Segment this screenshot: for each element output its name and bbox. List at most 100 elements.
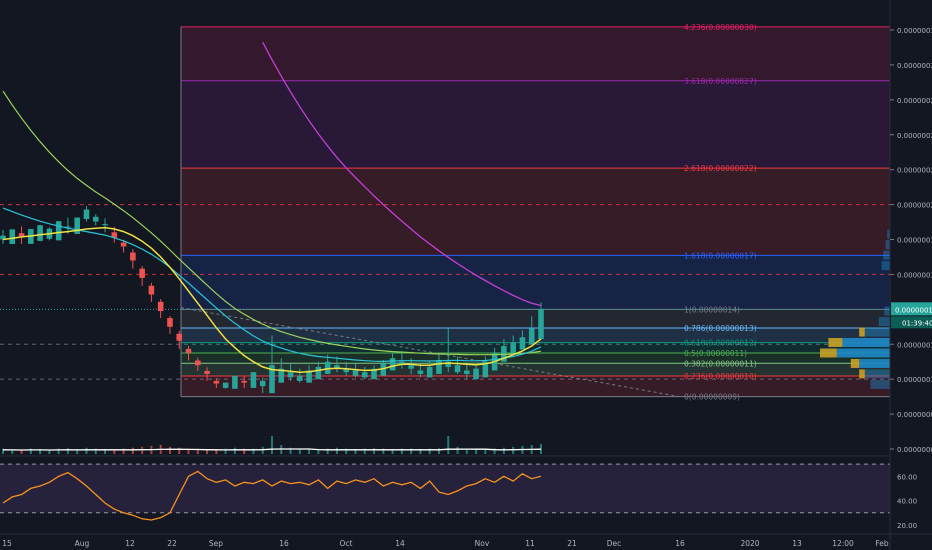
time-tick-label: 14 — [395, 539, 405, 548]
candle-body — [454, 365, 461, 373]
volume-bar — [261, 446, 264, 454]
price-tick-label: 0.00000008 — [897, 411, 932, 419]
volume-bar — [66, 448, 69, 454]
volume-bar — [224, 448, 227, 454]
price-tick-label: 0.00000018 — [897, 237, 932, 245]
time-tick-label: Feb — [875, 539, 889, 548]
ema-slow-line — [2, 90, 542, 356]
candle-body — [482, 361, 489, 378]
fib-label-0: 0(0.00000009) — [684, 393, 740, 402]
profile-row-down — [883, 250, 890, 260]
volume-bar — [428, 448, 431, 454]
candle-body — [269, 365, 275, 394]
volume-bar — [243, 448, 246, 454]
volume-bar — [168, 446, 171, 454]
candle-body — [426, 366, 433, 378]
profile-row-up — [859, 327, 865, 337]
volume-bar — [512, 446, 515, 454]
volume-histogram — [2, 436, 542, 454]
profile-row-up — [820, 348, 837, 358]
fib-zone-0.618 — [181, 342, 890, 353]
time-tick-label: 12 — [125, 539, 135, 548]
volume-bar — [363, 448, 366, 454]
profile-row-down — [836, 348, 890, 358]
candle-body — [9, 229, 16, 245]
candle-body — [176, 333, 183, 341]
candle-body — [250, 372, 257, 388]
fib-label-0.236: 0.236(0.00000010) — [684, 372, 757, 381]
rsi-pane[interactable] — [0, 455, 932, 521]
candle-body — [18, 233, 25, 237]
volume-bar — [11, 449, 14, 454]
volume-bar — [437, 448, 440, 454]
volume-bar — [345, 448, 348, 454]
moving-averages — [2, 41, 542, 373]
current-price-badge[interactable] — [891, 302, 932, 316]
volume-bar — [233, 447, 236, 454]
profile-row-down — [864, 327, 890, 337]
volume-bar — [289, 447, 292, 454]
volume-bar — [317, 448, 320, 454]
price-tick-label: 0.00000024 — [897, 132, 932, 140]
profile-row-down — [842, 338, 890, 348]
fib-label-0.618: 0.618(0.00000012) — [684, 339, 757, 348]
time-tick-label: 2020 — [740, 539, 759, 548]
candle-body — [278, 368, 285, 383]
fib-label-3.618: 3.618(0.00000027) — [684, 77, 757, 86]
fib-zone-1 — [181, 309, 890, 329]
volume-bar — [104, 448, 107, 454]
horizontal-lines — [0, 204, 890, 380]
candle-body — [436, 359, 442, 374]
fib-label-1.618: 1.618(0.00000017) — [684, 251, 757, 260]
volume-bar — [335, 447, 338, 454]
candle-body — [399, 361, 405, 366]
candle-body — [213, 380, 220, 384]
volume-bar — [382, 448, 385, 454]
volume-bar — [2, 448, 4, 454]
rsi-tick-label: 40.00 — [897, 498, 917, 506]
rsi-tick-label: 20.00 — [897, 522, 917, 530]
volume-bar — [373, 448, 376, 454]
fib-zone-2.618 — [181, 168, 890, 256]
candle-body — [259, 380, 266, 387]
fib-zone-0.786 — [181, 328, 890, 343]
price-tick-label: 0.00000030 — [897, 27, 932, 35]
volume-bar — [475, 448, 478, 454]
candle-body — [324, 361, 331, 374]
candle-body — [297, 375, 303, 381]
volume-bar — [57, 448, 60, 454]
time-tick-label: Oct — [340, 539, 353, 548]
candle-body — [464, 370, 470, 374]
candle-body — [528, 328, 535, 345]
fibonacci-extension[interactable]: 0(0.00000009) 0.236(0.00000010) 0.382(0.00… — [180, 23, 890, 402]
profile-row-down — [885, 240, 890, 250]
volume-bar — [354, 448, 357, 454]
candle-body — [241, 380, 247, 383]
volume-bar — [484, 448, 487, 454]
volume-bar — [326, 448, 329, 454]
candle-body — [417, 370, 424, 374]
fib-trend-line — [180, 307, 681, 398]
volume-bar — [252, 448, 255, 454]
ema-long-line — [262, 41, 542, 307]
fib-label-1: 1(0.00000014) — [684, 305, 740, 314]
candle-body — [55, 221, 62, 241]
time-tick-label: Dec — [607, 539, 622, 548]
volume-bar — [456, 446, 459, 454]
candle-body — [445, 361, 452, 367]
volume-bar — [76, 448, 79, 454]
candle-body — [389, 358, 396, 371]
volume-bar — [131, 447, 134, 454]
volume-bar — [94, 448, 97, 454]
countdown-badge — [891, 316, 932, 329]
volume-bar — [447, 436, 450, 454]
fib-zone-4.236 — [181, 26, 890, 81]
candle-body — [102, 224, 108, 226]
fib-label-2.618: 2.618(0.00000022) — [684, 164, 757, 173]
profile-row-up — [850, 358, 860, 368]
candle-body — [334, 365, 340, 369]
profile-row-down — [864, 369, 890, 379]
time-tick-label: 11 — [525, 539, 535, 548]
candle-body — [287, 372, 294, 378]
